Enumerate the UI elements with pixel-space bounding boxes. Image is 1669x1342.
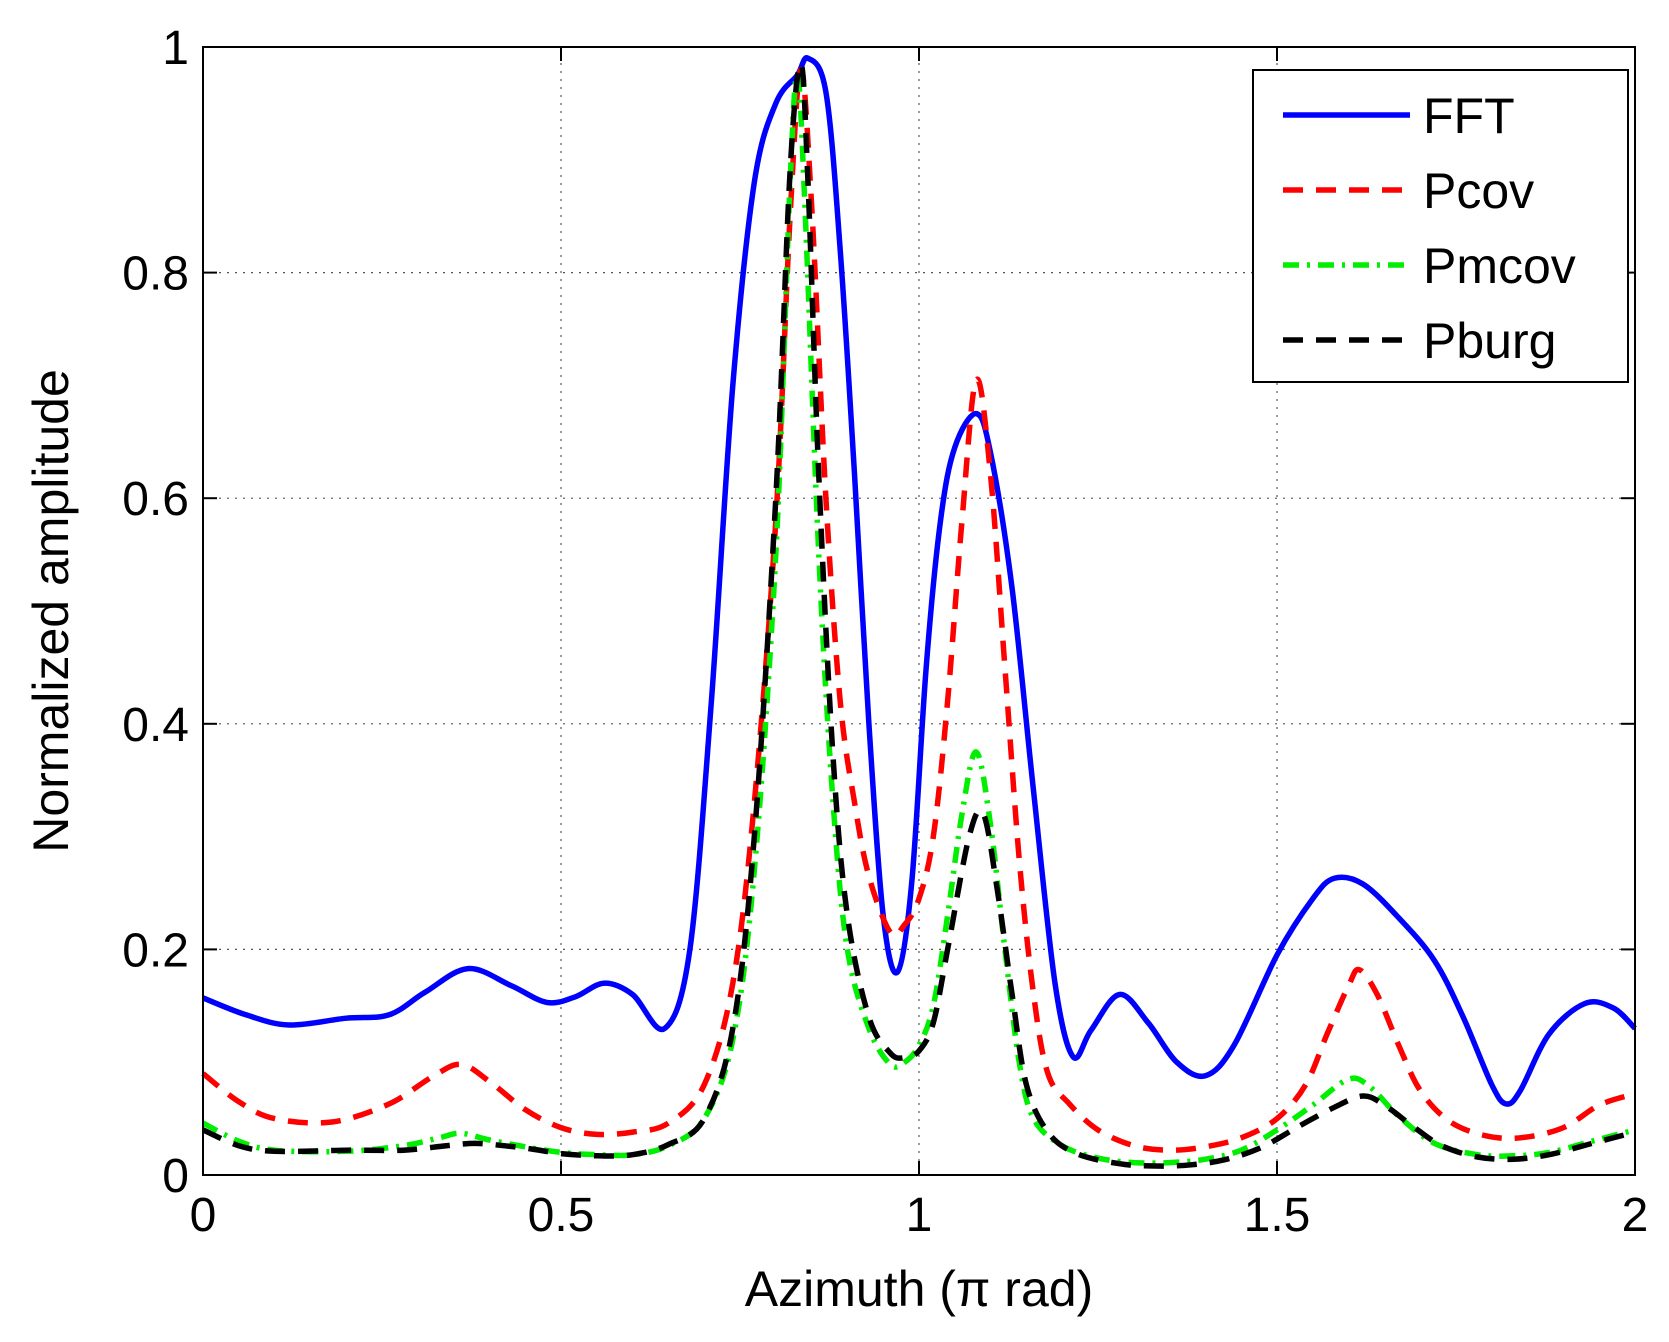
series-line-fft bbox=[201, 55, 1637, 1107]
y-axis-label: Normalized amplitude bbox=[23, 369, 79, 853]
series-line-pcov bbox=[201, 66, 1636, 1153]
legend-box bbox=[1252, 69, 1629, 383]
x-tick-label: 0.5 bbox=[528, 1189, 595, 1242]
series-line-pburg bbox=[201, 61, 1636, 1169]
legend-label-pburg: Pburg bbox=[1423, 313, 1556, 369]
x-tick-label: 1.5 bbox=[1244, 1189, 1311, 1242]
legend: FFT Pcov Pmcov Pburg bbox=[1252, 69, 1629, 383]
legend-label-pmcov: Pmcov bbox=[1423, 238, 1576, 294]
y-tick-label: 0.8 bbox=[122, 248, 189, 301]
y-tick-label: 0.2 bbox=[122, 924, 189, 977]
y-tick-label: 0 bbox=[162, 1150, 189, 1203]
x-tick-label: 1 bbox=[906, 1189, 933, 1242]
y-tick-label: 0.6 bbox=[122, 473, 189, 526]
legend-label-fft: FFT bbox=[1423, 88, 1515, 144]
x-tick-label: 2 bbox=[1622, 1189, 1649, 1242]
y-tick-label: 0.4 bbox=[122, 699, 189, 752]
legend-label-pcov: Pcov bbox=[1423, 163, 1534, 219]
ticks: 0 0.5 1 1.5 2 0 0.2 0.4 0.6 0.8 1 bbox=[122, 22, 1648, 1242]
plot-series bbox=[201, 55, 1637, 1169]
x-axis-label: Azimuth (π rad) bbox=[745, 1261, 1093, 1317]
series-line-pmcov bbox=[201, 72, 1636, 1166]
x-tick-label: 0 bbox=[190, 1189, 217, 1242]
y-tick-label: 1 bbox=[162, 22, 189, 75]
